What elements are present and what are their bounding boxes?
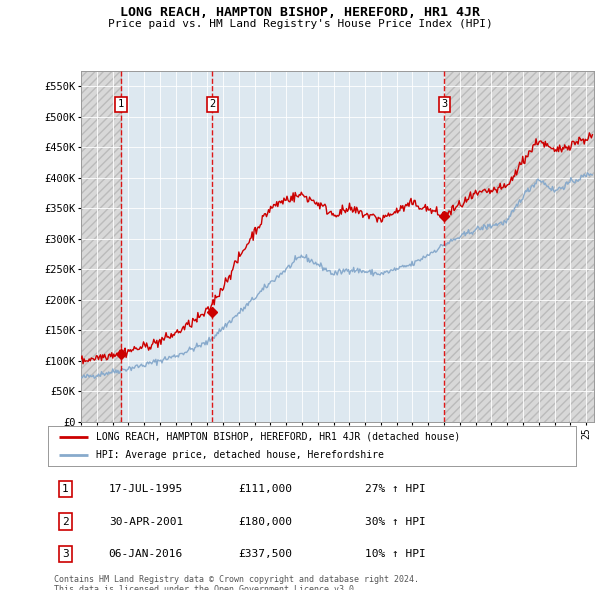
Text: 3: 3 [62,549,69,559]
Text: 10% ↑ HPI: 10% ↑ HPI [365,549,425,559]
Text: Contains HM Land Registry data © Crown copyright and database right 2024.
This d: Contains HM Land Registry data © Crown c… [54,575,419,590]
Text: 30-APR-2001: 30-APR-2001 [109,517,183,526]
Text: 27% ↑ HPI: 27% ↑ HPI [365,484,425,494]
Text: HPI: Average price, detached house, Herefordshire: HPI: Average price, detached house, Here… [95,450,383,460]
Text: £111,000: £111,000 [238,484,292,494]
Text: Price paid vs. HM Land Registry's House Price Index (HPI): Price paid vs. HM Land Registry's House … [107,19,493,29]
Bar [81,71,121,422]
Text: £180,000: £180,000 [238,517,292,526]
Text: 3: 3 [441,99,448,109]
Bar [445,71,594,422]
Text: LONG REACH, HAMPTON BISHOP, HEREFORD, HR1 4JR: LONG REACH, HAMPTON BISHOP, HEREFORD, HR… [120,6,480,19]
Text: 30% ↑ HPI: 30% ↑ HPI [365,517,425,526]
Text: 2: 2 [209,99,215,109]
Text: 1: 1 [118,99,124,109]
Text: 2: 2 [62,517,69,526]
Text: LONG REACH, HAMPTON BISHOP, HEREFORD, HR1 4JR (detached house): LONG REACH, HAMPTON BISHOP, HEREFORD, HR… [95,432,460,442]
Text: £337,500: £337,500 [238,549,292,559]
Text: 06-JAN-2016: 06-JAN-2016 [109,549,183,559]
Text: 17-JUL-1995: 17-JUL-1995 [109,484,183,494]
Text: 1: 1 [62,484,69,494]
